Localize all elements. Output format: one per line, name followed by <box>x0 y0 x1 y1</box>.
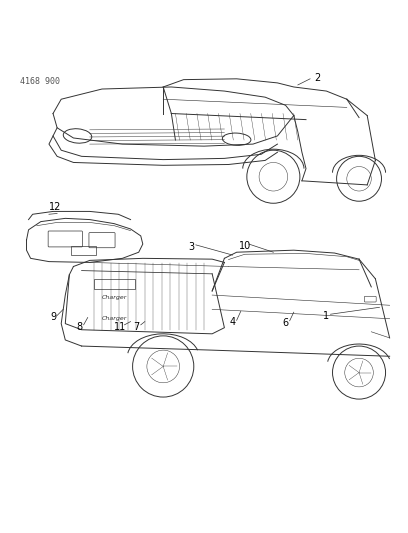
Text: 2: 2 <box>314 73 320 83</box>
Text: 6: 6 <box>282 318 289 328</box>
Text: 11: 11 <box>114 322 126 332</box>
Bar <box>71 246 96 255</box>
Bar <box>94 279 135 289</box>
Text: 12: 12 <box>49 202 61 212</box>
Text: 8: 8 <box>76 322 83 332</box>
Text: 9: 9 <box>50 312 56 322</box>
Text: 4168 900: 4168 900 <box>20 77 60 86</box>
Text: 7: 7 <box>133 322 140 332</box>
Text: 4: 4 <box>229 317 236 327</box>
Text: 3: 3 <box>188 242 195 252</box>
Text: Charger: Charger <box>102 316 127 320</box>
Text: 1: 1 <box>323 311 330 321</box>
Text: 10: 10 <box>239 241 251 251</box>
Text: Charger: Charger <box>102 295 127 300</box>
